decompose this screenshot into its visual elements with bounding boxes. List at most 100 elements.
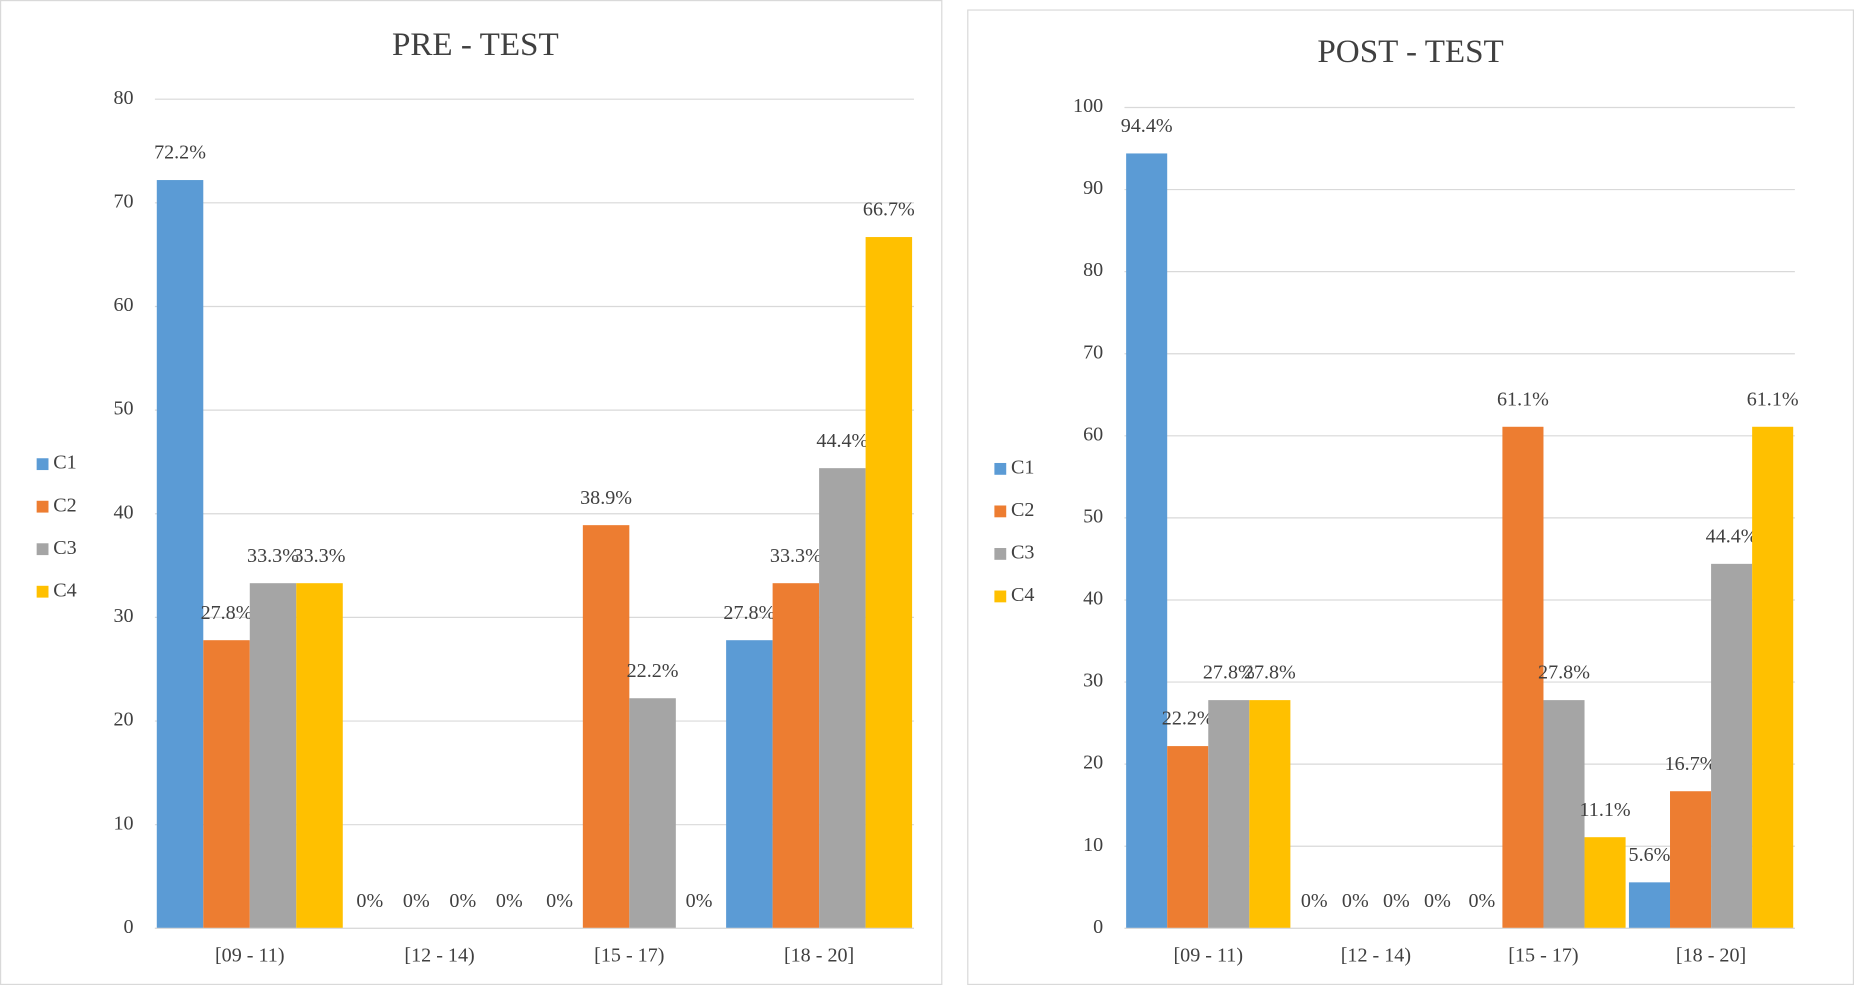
legend-swatch xyxy=(994,462,1007,475)
data-label: 0% xyxy=(1468,890,1495,912)
data-label: 0% xyxy=(356,890,383,912)
y-tick-label: 80 xyxy=(114,87,134,109)
bar xyxy=(582,525,630,929)
bar xyxy=(1208,700,1250,929)
data-label: 44.4% xyxy=(1706,525,1758,547)
legend-swatch xyxy=(36,585,49,598)
legend-label: C4 xyxy=(1011,584,1034,606)
data-label: 27.8% xyxy=(1203,662,1255,684)
bar xyxy=(1711,563,1753,929)
legend-swatch xyxy=(994,548,1007,560)
y-tick-label: 40 xyxy=(114,501,134,523)
bar xyxy=(296,583,343,929)
legend-label: C1 xyxy=(53,452,76,474)
y-tick-label: 50 xyxy=(114,398,134,420)
bar xyxy=(726,640,773,929)
legend-label: C4 xyxy=(53,579,76,601)
x-tick-label: [15 - 17) xyxy=(594,944,664,966)
bar xyxy=(1543,700,1585,929)
data-label: 27.8% xyxy=(1244,662,1296,684)
data-label: 0% xyxy=(686,890,713,912)
data-label: 0% xyxy=(546,890,573,912)
y-tick-label: 80 xyxy=(1083,259,1103,281)
y-tick-label: 0 xyxy=(124,916,134,938)
y-tick-label: 40 xyxy=(1083,588,1103,610)
y-tick-label: 0 xyxy=(1093,916,1103,938)
y-tick-label: 10 xyxy=(1083,834,1103,856)
bar xyxy=(1502,426,1544,929)
y-tick-label: 60 xyxy=(1083,423,1103,445)
data-label: 0% xyxy=(1301,890,1328,912)
data-label: 38.9% xyxy=(580,487,632,509)
data-label: 72.2% xyxy=(154,142,206,164)
bar xyxy=(1584,837,1626,929)
data-label: 0% xyxy=(496,890,523,912)
data-label: 33.3% xyxy=(247,545,299,567)
x-tick-label: [12 - 14) xyxy=(1341,944,1411,966)
legend-swatch xyxy=(36,500,49,513)
x-tick-label: [18 - 20] xyxy=(784,944,854,966)
data-label: 22.2% xyxy=(1162,708,1214,730)
data-label: 22.2% xyxy=(627,660,679,682)
y-tick-label: 10 xyxy=(114,812,134,834)
x-tick-label: [09 - 11) xyxy=(1173,944,1243,966)
y-tick-label: 90 xyxy=(1083,177,1103,199)
legend-swatch xyxy=(994,505,1007,518)
data-label: 66.7% xyxy=(863,199,915,221)
data-label: 27.8% xyxy=(1538,662,1590,684)
chart-title: PRE - TEST xyxy=(392,27,559,63)
bar xyxy=(1752,426,1794,929)
data-label: 0% xyxy=(1424,890,1451,912)
legend-swatch xyxy=(36,458,49,471)
x-tick-label: [18 - 20] xyxy=(1676,944,1746,966)
data-label: 5.6% xyxy=(1629,844,1671,866)
bar xyxy=(203,640,250,929)
x-tick-label: [15 - 17) xyxy=(1508,944,1578,966)
y-tick-label: 60 xyxy=(114,294,134,316)
data-label: 27.8% xyxy=(201,602,253,624)
x-tick-label: [12 - 14) xyxy=(404,944,474,966)
y-tick-label: 20 xyxy=(114,709,134,731)
legend-swatch xyxy=(994,590,1007,603)
bar xyxy=(1126,153,1168,929)
legend-label: C2 xyxy=(53,494,76,516)
bar xyxy=(1670,791,1712,929)
y-tick-label: 70 xyxy=(114,190,134,212)
y-tick-label: 70 xyxy=(1083,341,1103,363)
bar xyxy=(1628,882,1671,929)
data-label: 33.3% xyxy=(294,545,346,567)
y-tick-label: 100 xyxy=(1073,95,1103,117)
data-label: 0% xyxy=(449,890,476,912)
data-label: 16.7% xyxy=(1665,753,1717,775)
data-label: 61.1% xyxy=(1747,388,1799,410)
data-label: 44.4% xyxy=(816,430,868,452)
x-tick-label: [09 - 11) xyxy=(215,944,285,966)
bar xyxy=(1167,746,1209,929)
data-label: 0% xyxy=(1383,890,1410,912)
data-label: 0% xyxy=(403,890,430,912)
y-tick-label: 50 xyxy=(1083,506,1103,528)
data-label: 33.3% xyxy=(770,545,822,567)
data-label: 11.1% xyxy=(1579,799,1630,821)
y-tick-label: 30 xyxy=(1083,670,1103,692)
y-tick-label: 30 xyxy=(114,605,134,627)
legend-swatch xyxy=(36,543,49,556)
legend-label: C3 xyxy=(53,537,76,559)
data-label: 0% xyxy=(1342,890,1369,912)
bar xyxy=(865,237,913,929)
legend-label: C3 xyxy=(1011,542,1034,564)
legend-label: C2 xyxy=(1011,499,1034,521)
chart-title: POST - TEST xyxy=(1317,34,1503,70)
bar xyxy=(156,180,204,929)
bar xyxy=(629,698,676,929)
y-tick-label: 20 xyxy=(1083,752,1103,774)
bar xyxy=(819,468,866,929)
legend-label: C1 xyxy=(1011,456,1034,478)
data-label: 94.4% xyxy=(1121,115,1173,137)
data-label: 61.1% xyxy=(1497,388,1549,410)
data-label: 27.8% xyxy=(723,602,775,624)
bar xyxy=(772,583,820,929)
bar xyxy=(1249,700,1291,929)
